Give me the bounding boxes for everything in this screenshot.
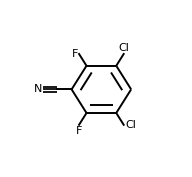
Text: F: F: [76, 126, 82, 136]
Text: Cl: Cl: [125, 120, 136, 130]
Text: F: F: [71, 49, 78, 59]
Text: N: N: [34, 84, 43, 94]
Text: Cl: Cl: [118, 43, 129, 53]
